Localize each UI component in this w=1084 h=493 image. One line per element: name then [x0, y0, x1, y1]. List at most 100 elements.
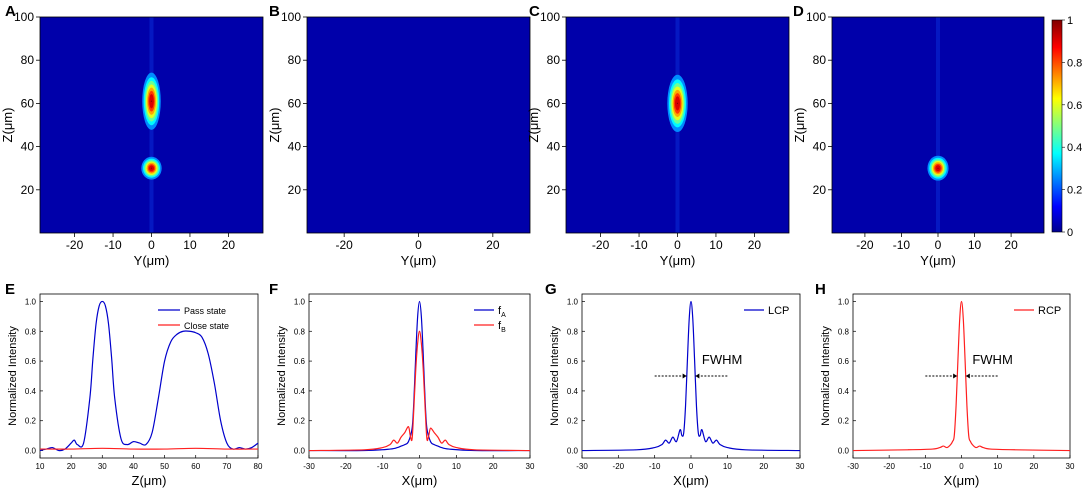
fwhm-arrow-head — [965, 373, 970, 379]
y-axis-label: Normalized Intensity — [820, 326, 832, 426]
fwhm-arrow-head — [695, 373, 700, 379]
x-tick-label: 0 — [959, 462, 964, 471]
y-tick-label: 60 — [288, 96, 302, 110]
heatmap-background — [307, 17, 530, 233]
y-tick-label: 0.2 — [567, 417, 579, 426]
x-tick-label: -20 — [592, 238, 610, 252]
x-tick-label: 80 — [254, 462, 263, 471]
y-tick-label: 0.0 — [567, 447, 579, 456]
legend-label: fB — [498, 320, 506, 334]
y-tick-label: 20 — [547, 183, 561, 197]
y-tick-label: 80 — [813, 53, 827, 67]
x-tick-label: -10 — [630, 238, 648, 252]
x-axis-label: X(μm) — [944, 473, 980, 488]
y-tick-label: 80 — [547, 53, 561, 67]
x-tick-label: -10 — [893, 238, 911, 252]
legend: RCP — [1014, 305, 1061, 317]
x-tick-label: -10 — [377, 462, 389, 471]
panel-label-h: H — [815, 281, 826, 298]
x-tick-label: 10 — [36, 462, 45, 471]
y-axis-label: Z(μm) — [267, 108, 282, 143]
legend: Pass state Close state — [158, 306, 229, 331]
x-axis-label: Y(μm) — [920, 253, 956, 268]
x-tick-label: 10 — [723, 462, 732, 471]
colorbar-tick-label: 1 — [1067, 15, 1073, 27]
fwhm-annotation: FWHM — [654, 352, 742, 379]
series-line-lcp — [581, 300, 801, 452]
x-axis-label: Y(μm) — [401, 253, 437, 268]
panel-label-f: F — [269, 281, 278, 298]
x-tick-label: 0 — [689, 462, 694, 471]
heatmap-contour — [676, 102, 679, 104]
heatmap-panel-d: -20 -10 0 10 20 20 40 60 80 100 Y(μm) Z(μm) — [792, 10, 1045, 268]
x-tick-label: -20 — [335, 238, 353, 252]
x-tick-label: 0 — [148, 238, 155, 252]
x-tick-label: 40 — [129, 462, 138, 471]
heatmap-spot — [142, 72, 161, 130]
y-tick-label: 0.4 — [294, 387, 306, 396]
x-tick-label: 60 — [191, 462, 200, 471]
legend-label: Close state — [184, 321, 229, 331]
legend-label-main: f — [498, 320, 502, 332]
series-line-rcp — [852, 300, 1071, 452]
y-tick-label: 0.8 — [294, 327, 306, 336]
y-tick-label: 100 — [281, 10, 301, 24]
x-tick-label: -10 — [649, 462, 661, 471]
panel-label-d: D — [793, 3, 804, 20]
y-tick-label: 40 — [21, 140, 35, 154]
colorbar-tick-label: 0.4 — [1067, 142, 1082, 154]
heatmap-panel-b: -20 0 20 20 40 60 80 100 Y(μm) Z(μm) — [267, 10, 531, 268]
y-tick-label: 40 — [288, 140, 302, 154]
legend-label: Pass state — [184, 306, 226, 316]
x-tick-label: 70 — [222, 462, 231, 471]
plot-frame — [581, 293, 801, 459]
y-tick-label: 1.0 — [838, 297, 850, 306]
y-tick-label: 100 — [540, 10, 560, 24]
x-tick-label: -20 — [340, 462, 352, 471]
y-tick-label: 1.0 — [567, 297, 579, 306]
y-tick-label: 0.6 — [838, 357, 850, 366]
x-tick-label: 50 — [160, 462, 169, 471]
x-tick-label: -20 — [883, 462, 895, 471]
x-tick-label: 20 — [486, 238, 500, 252]
heatmap-spot — [927, 155, 949, 181]
x-tick-label: 0 — [674, 238, 681, 252]
x-tick-label: -30 — [303, 462, 315, 471]
colorbar-gradient — [1051, 19, 1063, 233]
x-tick-label: 20 — [748, 238, 762, 252]
y-tick-label: 0.2 — [838, 417, 850, 426]
x-tick-label: 30 — [1066, 462, 1075, 471]
x-tick-label: 30 — [526, 462, 535, 471]
x-axis-label: Y(μm) — [660, 253, 696, 268]
heatmap-axial-streak — [936, 17, 940, 233]
x-tick-label: 10 — [709, 238, 723, 252]
legend-label-sub: A — [501, 312, 506, 319]
x-tick-label: -20 — [66, 238, 84, 252]
x-tick-label: -30 — [847, 462, 859, 471]
plot-frame — [852, 293, 1071, 459]
x-tick-label: 20 — [489, 462, 498, 471]
y-tick-label: 100 — [14, 10, 34, 24]
x-tick-label: 20 — [1004, 238, 1018, 252]
fwhm-annotation: FWHM — [925, 352, 1013, 379]
x-axis-label: X(μm) — [673, 473, 709, 488]
y-axis-label: Z(μm) — [526, 108, 541, 143]
x-tick-label: -10 — [920, 462, 932, 471]
x-tick-label: 0 — [935, 238, 942, 252]
y-tick-label: 0.4 — [838, 387, 850, 396]
x-tick-label: 30 — [98, 462, 107, 471]
heatmap-spot — [141, 156, 162, 180]
heatmap-panel-c: -20 -10 0 10 20 20 40 60 80 100 Y(μm) Z(μm) — [526, 10, 790, 268]
y-tick-label: 0.8 — [567, 327, 579, 336]
panel-label-g: G — [545, 281, 557, 298]
colorbar-tick-label: 0.2 — [1067, 185, 1082, 197]
series-line-fa — [308, 300, 531, 452]
x-axis-label: Z(μm) — [132, 473, 167, 488]
y-tick-label: 0.4 — [567, 387, 579, 396]
y-tick-label: 40 — [547, 140, 561, 154]
y-tick-label: 0.8 — [838, 327, 850, 336]
fwhm-label: FWHM — [972, 352, 1012, 367]
y-tick-label: 0.0 — [294, 447, 306, 456]
y-tick-label: 40 — [813, 140, 827, 154]
x-tick-label: 20 — [1029, 462, 1038, 471]
